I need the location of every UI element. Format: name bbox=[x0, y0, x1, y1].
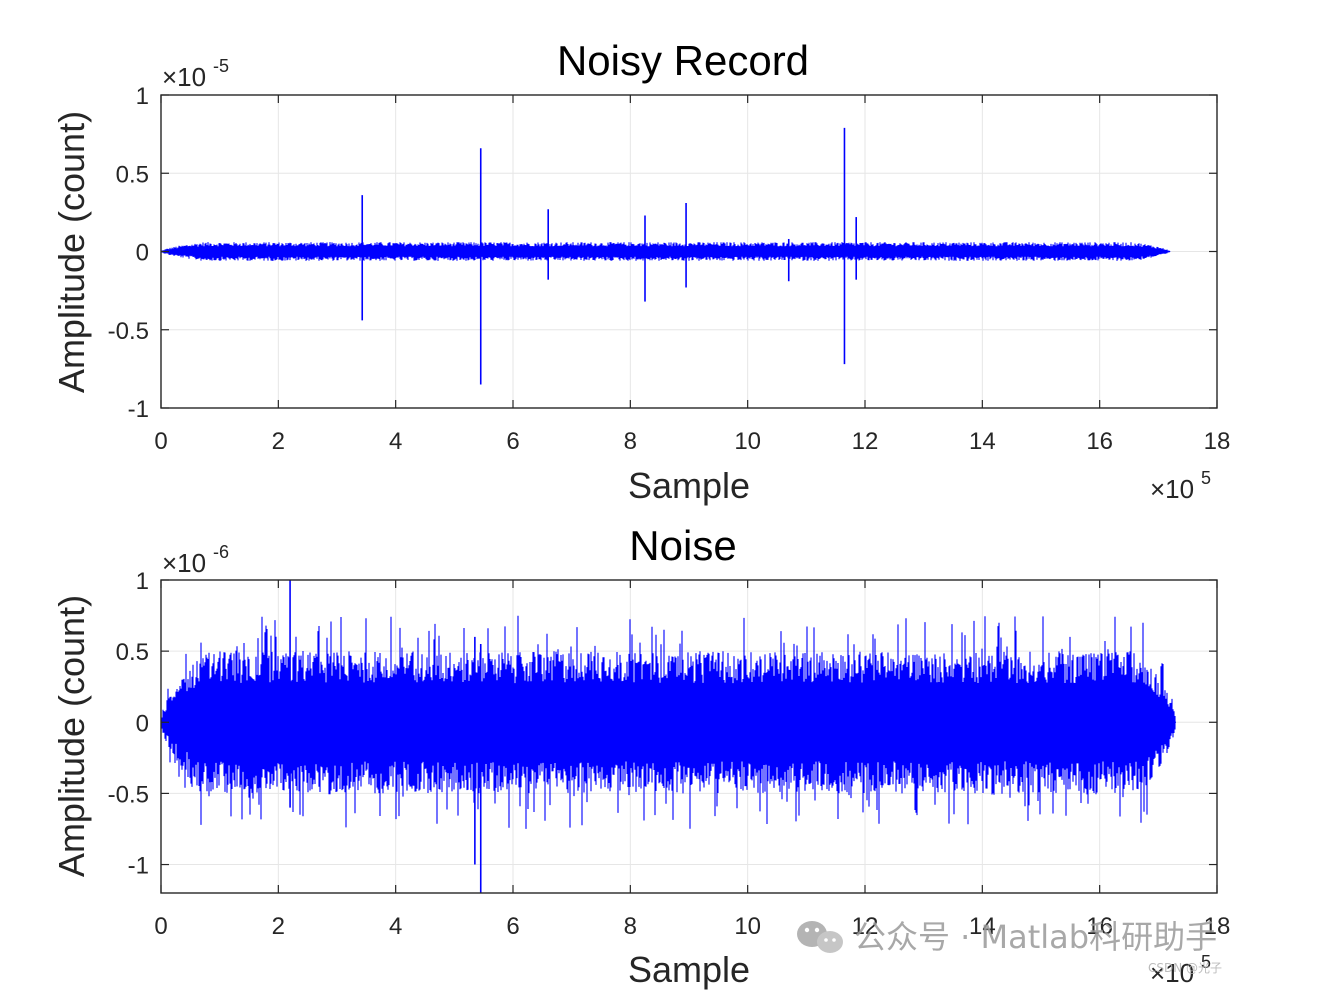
x-tick-label: 2 bbox=[272, 428, 285, 455]
x-tick-label: 14 bbox=[969, 913, 996, 940]
watermark: 公众号 · Matlab科研助手 CSDN @光子 bbox=[797, 918, 1222, 975]
svg-text:-5: -5 bbox=[213, 56, 229, 76]
watermark-small-text: CSDN @光子 bbox=[1148, 961, 1222, 975]
chart-title: Noisy Record bbox=[557, 37, 809, 84]
svg-text:×10: ×10 bbox=[162, 548, 206, 578]
y-tick-label: 1 bbox=[136, 568, 149, 595]
x-exponent-label: ×10 5 bbox=[1150, 468, 1211, 504]
x-tick-label: 10 bbox=[734, 913, 761, 940]
wechat-icon bbox=[797, 921, 843, 953]
y-tick-label: -0.5 bbox=[108, 781, 149, 808]
y-tick-label: 0.5 bbox=[116, 161, 149, 188]
x-tick-label: 4 bbox=[389, 913, 402, 940]
y-exponent-label: ×10 -6 bbox=[162, 542, 229, 578]
x-tick-label: 0 bbox=[154, 428, 167, 455]
y-axis-label: Amplitude (count) bbox=[51, 595, 92, 877]
x-tick-label: 4 bbox=[389, 428, 402, 455]
x-tick-label: 8 bbox=[624, 913, 637, 940]
watermark-text: 公众号 · Matlab科研助手 bbox=[854, 918, 1217, 956]
x-axis-label: Sample bbox=[628, 949, 750, 990]
svg-text:5: 5 bbox=[1201, 952, 1211, 972]
series-noise bbox=[161, 580, 1176, 893]
waveform bbox=[161, 615, 1176, 829]
y-ticks: 1 0.5 0 -0.5 -1 bbox=[108, 83, 1217, 423]
svg-text:×10: ×10 bbox=[1150, 958, 1194, 988]
svg-text:5: 5 bbox=[1201, 468, 1211, 488]
x-tick-label: 18 bbox=[1204, 428, 1231, 455]
y-axis-label: Amplitude (count) bbox=[51, 111, 92, 393]
y-tick-label: -1 bbox=[128, 396, 149, 423]
x-ticks: 0 2 4 6 8 10 12 14 16 18 bbox=[154, 95, 1230, 455]
x-tick-label: 6 bbox=[506, 913, 519, 940]
chart-noisy-record: Noisy Record 0 2 4 6 8 10 12 14 16 18 1 0.5 0 -0.5 -1… bbox=[51, 37, 1230, 506]
y-tick-label: 1 bbox=[136, 83, 149, 110]
x-tick-label: 14 bbox=[969, 428, 996, 455]
x-tick-label: 8 bbox=[624, 428, 637, 455]
svg-text:-6: -6 bbox=[213, 542, 229, 562]
y-exponent-label: ×10 -5 bbox=[162, 56, 229, 92]
y-tick-label: -0.5 bbox=[108, 318, 149, 345]
chart-noise: Noise 0 2 4 6 8 10 12 14 16 18 1 0.5 0 -0.5 -1 Sample… bbox=[51, 522, 1230, 990]
x-tick-label: 2 bbox=[272, 913, 285, 940]
y-tick-label: 0.5 bbox=[116, 639, 149, 666]
y-ticks: 1 0.5 0 -0.5 -1 bbox=[108, 568, 1217, 880]
series-noisy-record bbox=[161, 127, 1171, 385]
x-tick-label: 12 bbox=[852, 913, 879, 940]
x-tick-label: 18 bbox=[1204, 913, 1231, 940]
x-tick-label: 16 bbox=[1086, 428, 1113, 455]
x-tick-label: 0 bbox=[154, 913, 167, 940]
x-tick-label: 10 bbox=[734, 428, 761, 455]
y-tick-label: 0 bbox=[136, 240, 149, 267]
y-tick-label: 0 bbox=[136, 710, 149, 737]
x-tick-label: 12 bbox=[852, 428, 879, 455]
x-tick-label: 6 bbox=[506, 428, 519, 455]
axes-box bbox=[160, 579, 1218, 894]
x-axis-label: Sample bbox=[628, 465, 750, 506]
x-exponent-label: ×10 5 bbox=[1150, 952, 1211, 988]
svg-text:×10: ×10 bbox=[1150, 474, 1194, 504]
x-tick-label: 16 bbox=[1086, 913, 1113, 940]
x-ticks: 0 2 4 6 8 10 12 14 16 18 bbox=[154, 580, 1230, 940]
y-tick-label: -1 bbox=[128, 853, 149, 880]
chart-title: Noise bbox=[629, 522, 736, 569]
svg-text:×10: ×10 bbox=[162, 62, 206, 92]
